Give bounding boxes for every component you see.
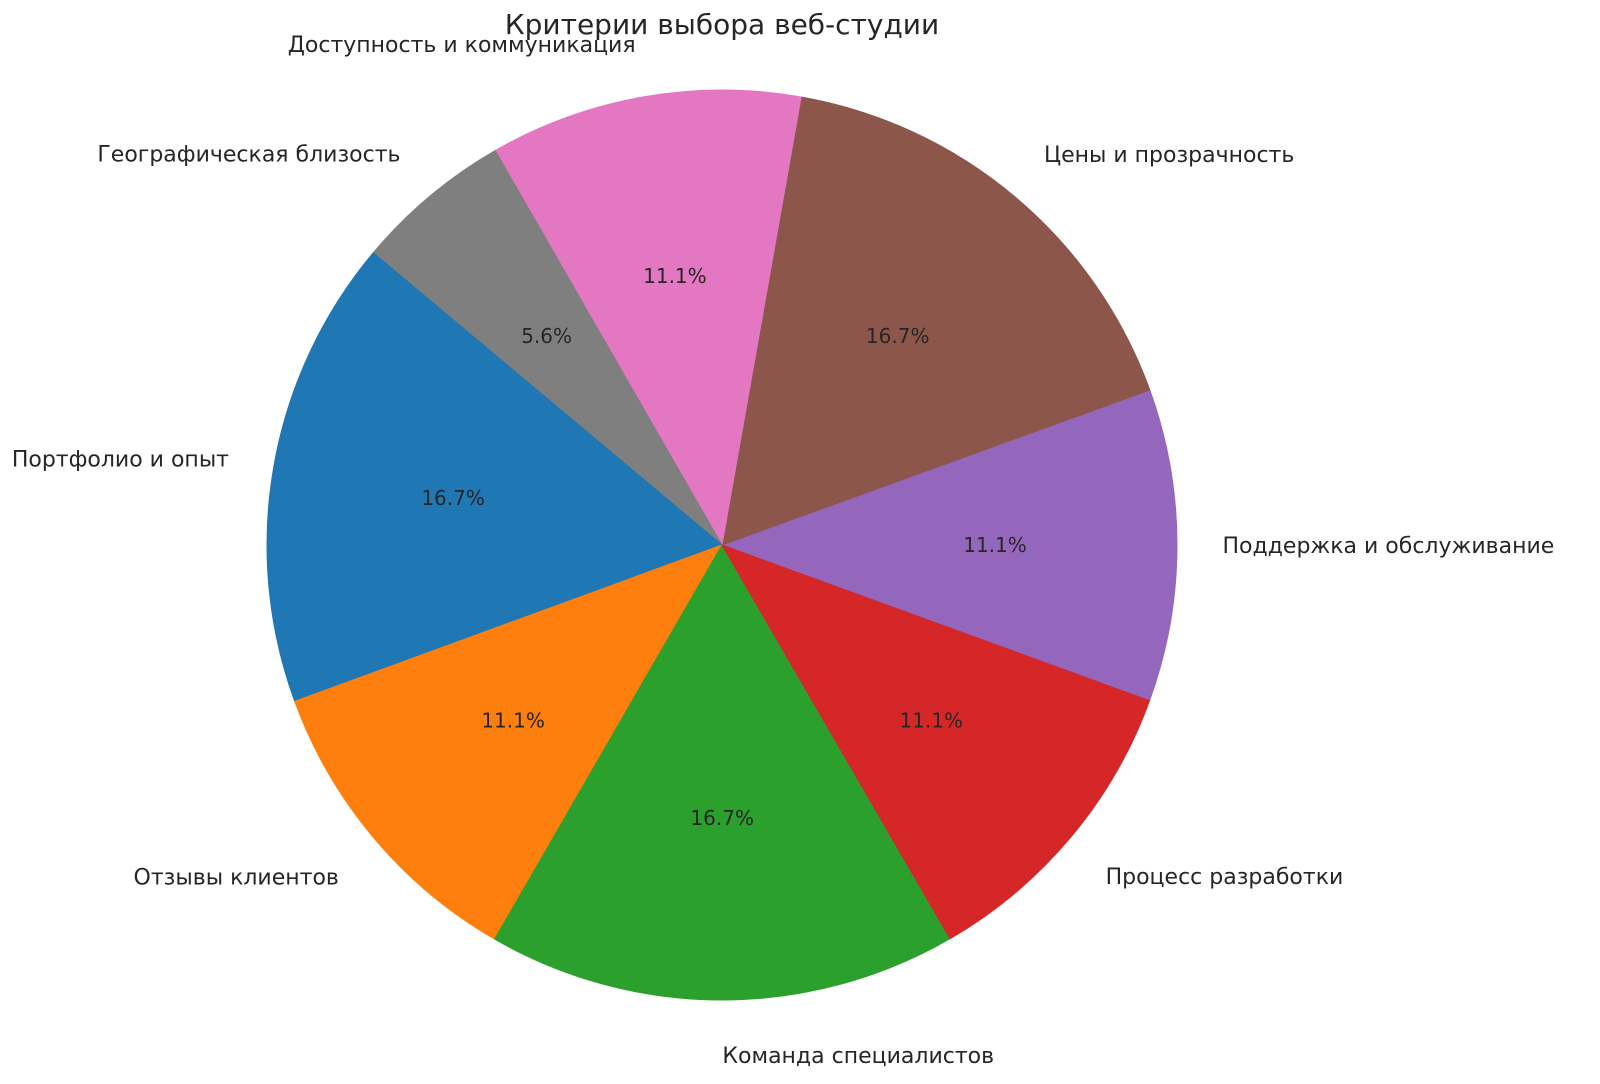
slice-label-5: Отзывы клиентов bbox=[134, 866, 339, 891]
pie-slice-5 bbox=[294, 544, 724, 940]
pct-label-0: 11.1% bbox=[963, 533, 1027, 557]
pie-slice-6 bbox=[493, 544, 951, 1001]
pct-label-2: 11.1% bbox=[643, 264, 707, 288]
pie-slice-0 bbox=[720, 389, 1178, 702]
slice-label-1: Цены и прозрачность bbox=[1044, 143, 1294, 168]
pct-label-5: 11.1% bbox=[481, 709, 545, 733]
pie-slice-4 bbox=[266, 252, 723, 703]
pie-slice-2 bbox=[494, 89, 802, 547]
slice-label-4: Портфолио и опыт bbox=[12, 447, 229, 472]
slice-label-6: Команда специалистов bbox=[722, 1044, 994, 1069]
pct-label-1: 16.7% bbox=[866, 324, 930, 348]
pie-slice-1 bbox=[721, 96, 1151, 546]
pct-label-6: 16.7% bbox=[690, 806, 754, 830]
pct-label-3: 5.6% bbox=[521, 324, 572, 348]
slice-label-7: Процесс разработки bbox=[1106, 865, 1344, 890]
pie-slice-3 bbox=[372, 149, 723, 546]
pie-slice-7 bbox=[720, 544, 1151, 940]
chart-title: Критерии выбора веб-студии bbox=[504, 8, 940, 41]
pct-label-7: 11.1% bbox=[900, 708, 964, 732]
slice-label-3: Географическая близость bbox=[97, 142, 400, 167]
slice-label-0: Поддержка и обслуживание bbox=[1223, 534, 1555, 559]
pct-label-4: 16.7% bbox=[421, 486, 485, 510]
slice-label-2: Доступность и коммуникация bbox=[288, 33, 636, 58]
